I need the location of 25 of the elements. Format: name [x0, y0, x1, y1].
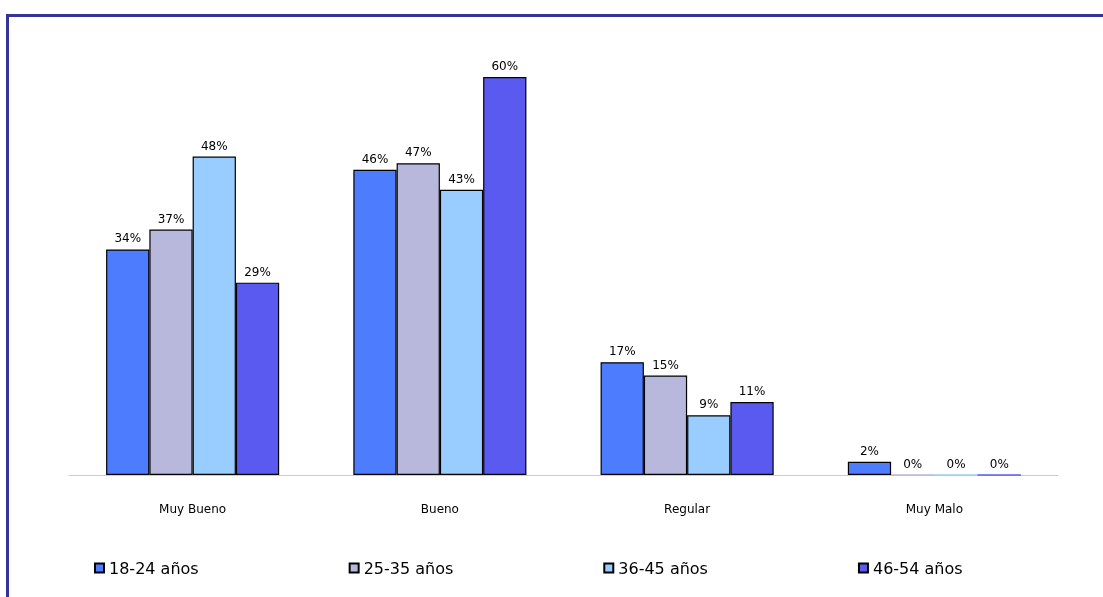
data-label: 2% — [859, 443, 879, 458]
data-label: 0% — [903, 456, 923, 471]
data-label: 34% — [114, 231, 142, 246]
data-label: 37% — [157, 211, 185, 226]
data-label: 9% — [699, 397, 719, 412]
data-label: 17% — [608, 344, 636, 359]
bar — [847, 461, 892, 475]
data-label: 46% — [361, 151, 389, 166]
x-tick-label: Bueno — [420, 502, 459, 516]
data-label: 43% — [448, 171, 475, 186]
data-label: 0% — [989, 456, 1009, 471]
data-label: 48% — [200, 138, 228, 153]
x-tick-label: Regular — [664, 502, 711, 516]
x-tick-label: Muy Malo — [905, 502, 964, 516]
legend-label: 18-24 años — [109, 558, 199, 578]
data-label: 47% — [404, 145, 432, 160]
x-tick-label: Muy Bueno — [159, 502, 227, 516]
data-label: 29% — [244, 264, 271, 279]
data-label: 11% — [738, 384, 766, 399]
legend-label: 36-45 años — [618, 558, 708, 578]
data-label: 0% — [946, 456, 966, 471]
legend-label: 46-54 años — [872, 558, 963, 578]
data-label: 60% — [491, 59, 519, 73]
data-label: 15% — [652, 357, 679, 372]
legend-label: 25-35 años — [363, 558, 454, 578]
